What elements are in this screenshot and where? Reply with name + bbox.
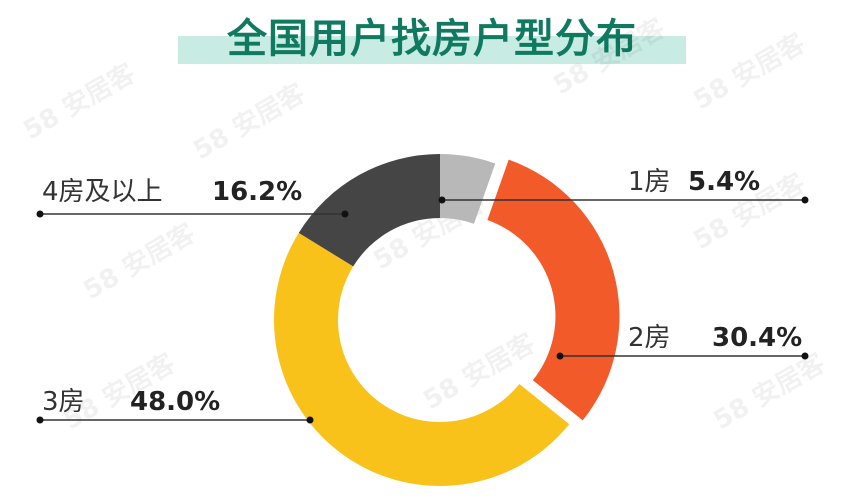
slice-label: 3房 (42, 387, 85, 417)
leader-dot (556, 352, 564, 360)
slice-label: 2房 (628, 323, 671, 353)
leader-dot (306, 416, 314, 424)
donut-slice (440, 154, 496, 224)
chart-title: 全国用户找房户型分布 (227, 16, 637, 62)
donut-slice (274, 232, 570, 486)
title-highlight-band (178, 36, 686, 64)
slice-label: 1房 (628, 167, 671, 197)
leader-dot (801, 352, 809, 360)
slice-label: 4房及以上 (42, 177, 163, 207)
leader-dot (438, 196, 446, 204)
leader-dot (36, 210, 44, 218)
leader-dot (801, 196, 809, 204)
watermark-text: 58 安居客 (188, 77, 311, 166)
watermark-text: 58 安居客 (18, 57, 141, 146)
leader-dot (341, 210, 349, 218)
watermark-text: 58 安居客 (688, 27, 811, 116)
slice-value-label: 16.2% (212, 177, 302, 207)
slice-value-label: 48.0% (130, 387, 220, 417)
watermark-text: 58 安居客 (708, 347, 831, 436)
slice-value-label: 5.4% (688, 167, 760, 197)
donut-slice (487, 159, 620, 421)
watermark-text: 58 安居客 (78, 217, 201, 306)
slice-value-label: 30.4% (712, 323, 802, 353)
watermark-text: 58 安居客 (548, 12, 671, 101)
leader-dot (36, 416, 44, 424)
donut-slice (298, 154, 440, 267)
